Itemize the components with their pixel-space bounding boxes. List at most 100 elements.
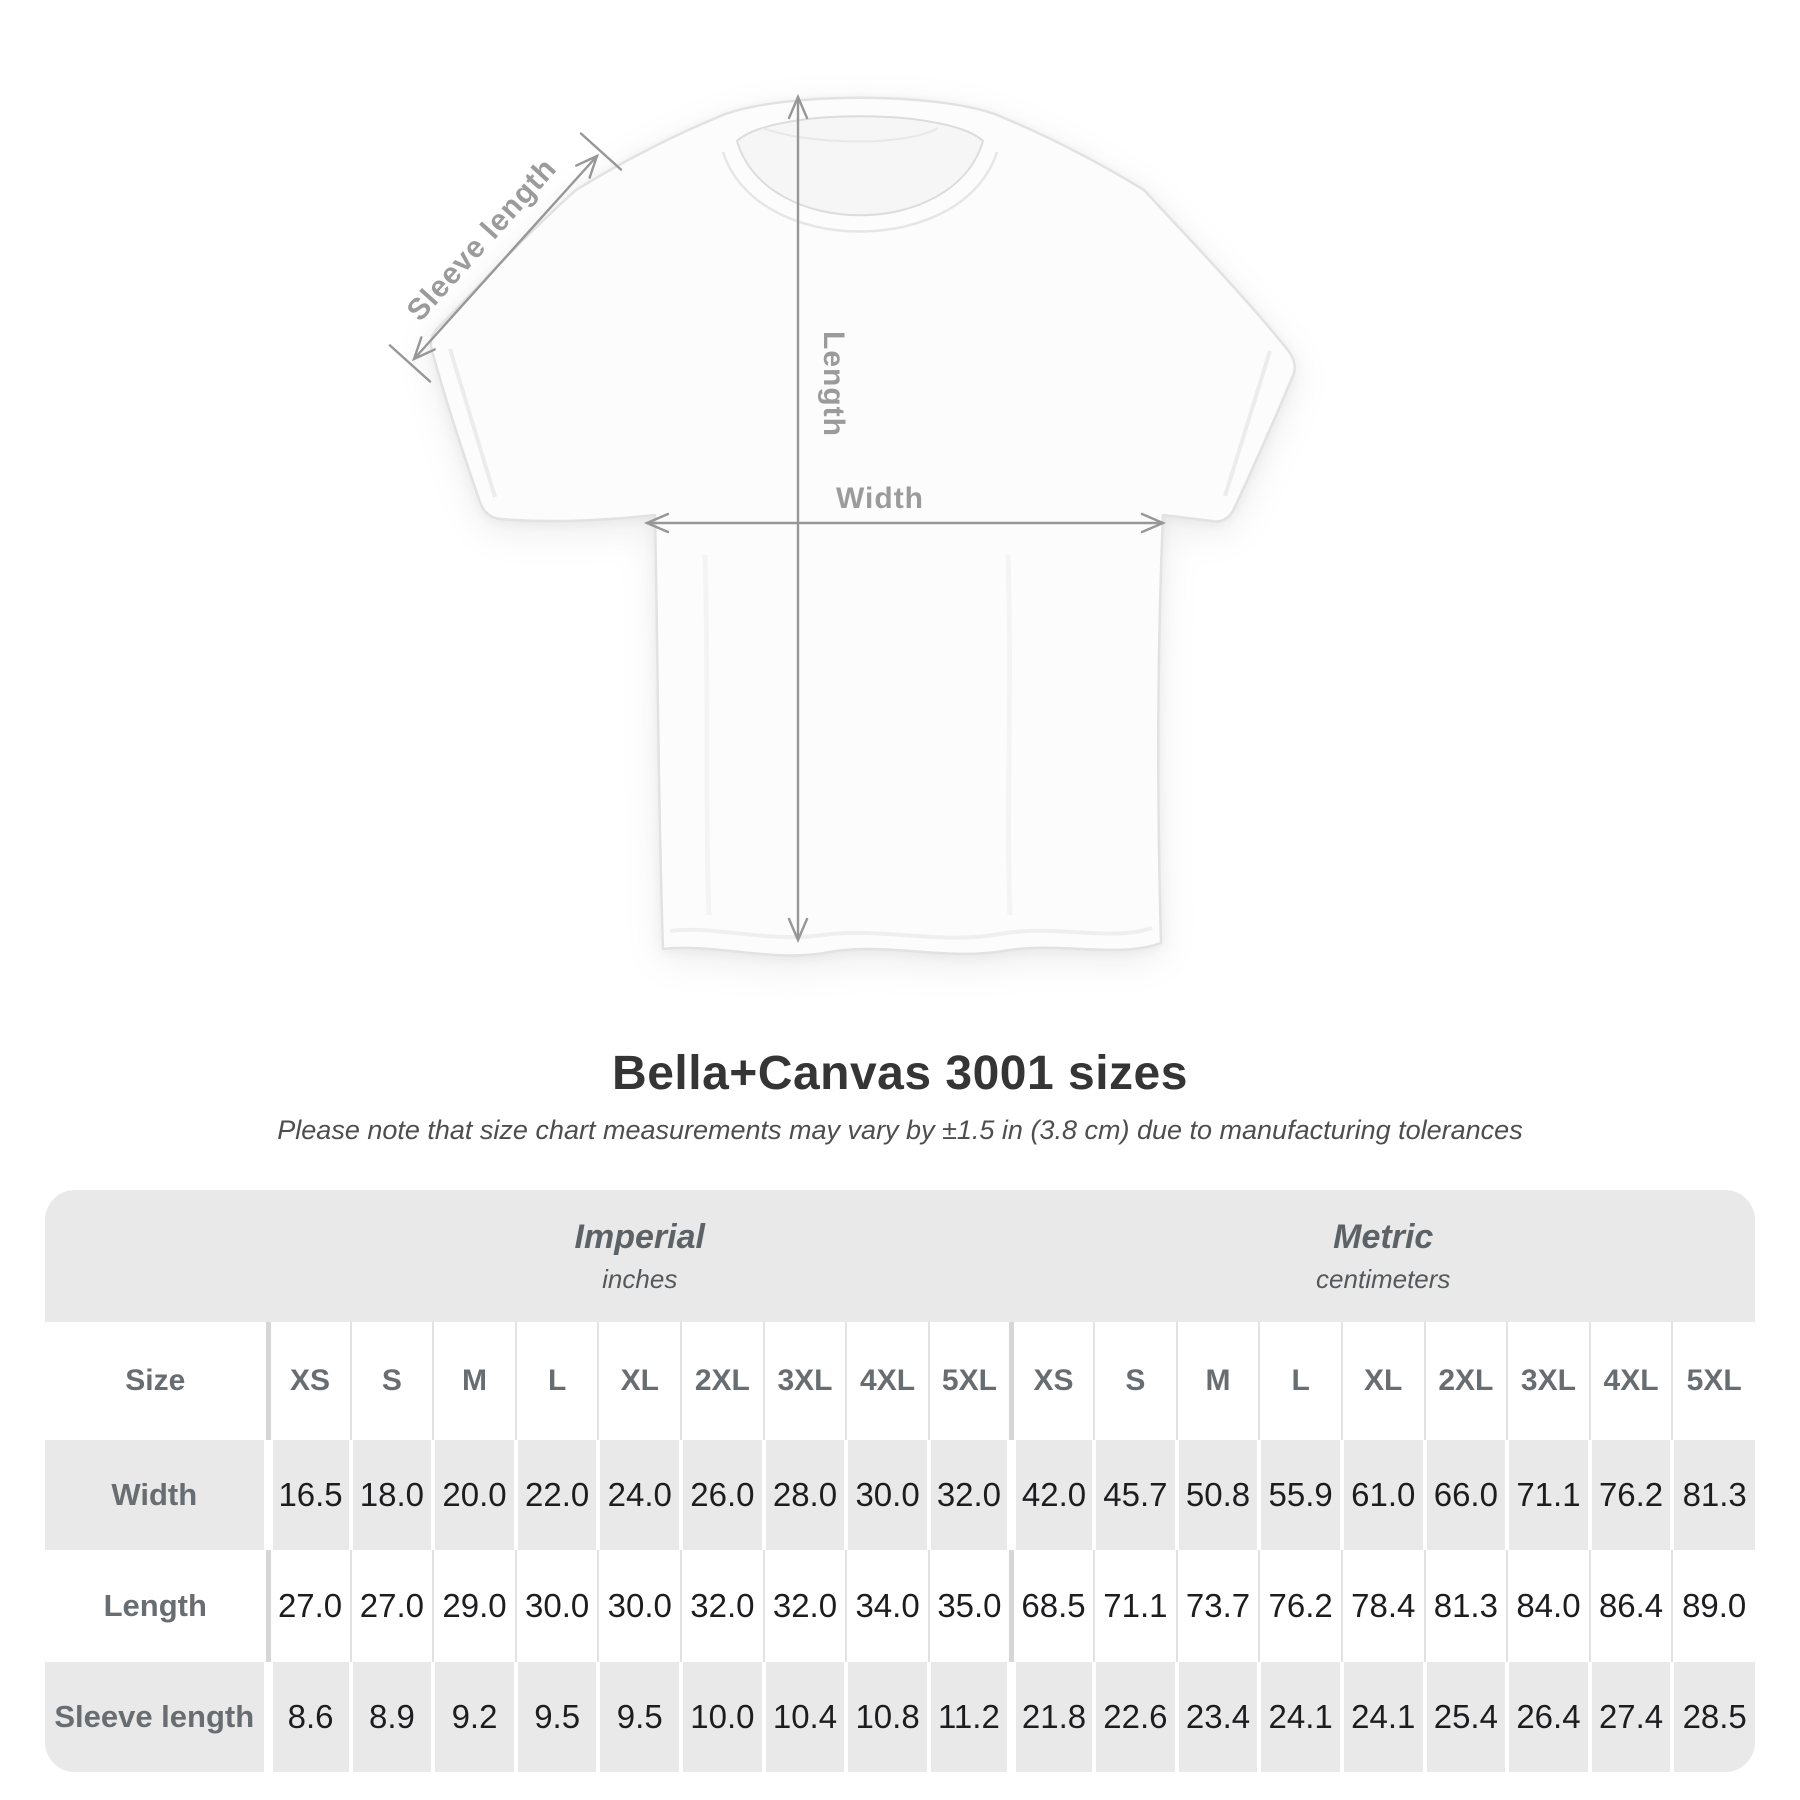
value-cell: 26.4 (1505, 1662, 1590, 1772)
row-label: Width (111, 1477, 198, 1512)
value-cell: 11.2 (926, 1662, 1012, 1772)
value-cell: 35.0 (927, 1550, 1012, 1662)
heading-block: Bella+Canvas 3001 sizes Please note that… (0, 1046, 1800, 1146)
row-label: Length (103, 1588, 207, 1623)
size-header-cell: M (1175, 1322, 1260, 1440)
size-header-label: Size (125, 1364, 186, 1397)
page-title: Bella+Canvas 3001 sizes (612, 1047, 1188, 1100)
value-cell: 42.0 (1007, 1440, 1095, 1550)
value-cell: 30.0 (844, 1440, 929, 1550)
value-cell: 76.2 (1258, 1550, 1342, 1662)
value-cell: 10.4 (761, 1662, 847, 1772)
size-header-cell: 2XL (1423, 1322, 1508, 1440)
value-cell: 32.0 (680, 1550, 764, 1662)
value-cell: 16.5 (263, 1440, 351, 1550)
value-cell: 71.1 (1093, 1550, 1177, 1662)
dimension-tick (579, 132, 623, 171)
value-cell: 32.0 (762, 1550, 847, 1662)
value-cell: 27.4 (1587, 1662, 1673, 1772)
width-arrow (643, 512, 1167, 534)
sleeve-length-row: Sleeve length 8.6 8.9 9.2 9.5 9.5 10.0 1… (45, 1662, 1755, 1772)
value-cell: 30.0 (597, 1550, 682, 1662)
tshirt-left-cuff-seam (448, 348, 497, 498)
arrowhead-downleft-icon (411, 336, 436, 362)
size-header-cell: 4XL (1588, 1322, 1673, 1440)
size-header-cell: 3XL (1506, 1322, 1590, 1440)
row-label: Sleeve length (54, 1699, 255, 1734)
size-header-cell: XS (265, 1322, 351, 1440)
size-header-cell: S (1093, 1322, 1177, 1440)
value-cell: 26.0 (679, 1440, 764, 1550)
value-cell: 18.0 (348, 1440, 434, 1550)
measurement-arrows (388, 93, 1167, 944)
unit-corner-cell (45, 1190, 268, 1322)
value-cell: 20.0 (431, 1440, 516, 1550)
value-cell: 71.1 (1505, 1440, 1590, 1550)
tshirt-measurement-diagram: Sleeve length Length Width (388, 93, 1296, 957)
size-header-cell: XS (1008, 1322, 1095, 1440)
value-cell: 50.8 (1174, 1440, 1260, 1550)
value-cell: 23.4 (1174, 1662, 1260, 1772)
value-cell: 27.0 (265, 1550, 351, 1662)
length-arrow (787, 93, 809, 944)
tshirt-backneck-line (761, 127, 939, 143)
value-cell: 45.7 (1092, 1440, 1177, 1550)
value-cell: 73.7 (1175, 1550, 1260, 1662)
size-header-cell: M (432, 1322, 516, 1440)
dimension-tick (388, 344, 432, 383)
value-cell: 9.2 (431, 1662, 516, 1772)
value-cell: 86.4 (1588, 1550, 1673, 1662)
arrowhead-up-icon (787, 93, 809, 120)
tshirt-illustration (429, 96, 1296, 957)
value-cell: 78.4 (1340, 1550, 1425, 1662)
arrowhead-down-icon (787, 917, 809, 944)
arrowhead-upright-icon (575, 153, 600, 179)
tshirt-fold-left (702, 554, 712, 916)
value-cell: 21.8 (1007, 1662, 1095, 1772)
value-cell: 34.0 (845, 1550, 929, 1662)
value-cell: 30.0 (514, 1550, 599, 1662)
size-header-cell: XL (1340, 1322, 1425, 1440)
value-cell: 76.2 (1587, 1440, 1673, 1550)
width-row: Width 16.5 18.0 20.0 22.0 24.0 26.0 28.0… (45, 1440, 1755, 1550)
tolerance-note: Please note that size chart measurements… (277, 1115, 1523, 1145)
value-cell: 25.4 (1422, 1662, 1508, 1772)
value-cell: 61.0 (1339, 1440, 1425, 1550)
arrowhead-right-icon (1140, 512, 1167, 534)
size-table-card: Imperial inches Metric centimeters Size … (45, 1190, 1755, 1772)
value-cell: 27.0 (349, 1550, 434, 1662)
imperial-header-cell: Imperial inches (268, 1190, 1011, 1322)
value-cell: 32.0 (926, 1440, 1012, 1550)
size-header-cell: XL (597, 1322, 682, 1440)
size-header-cell: 3XL (762, 1322, 847, 1440)
size-header-cell: 2XL (680, 1322, 764, 1440)
value-cell: 24.1 (1339, 1662, 1425, 1772)
unit-header-row: Imperial inches Metric centimeters (45, 1190, 1755, 1322)
value-cell: 55.9 (1257, 1440, 1342, 1550)
length-label: Length (817, 331, 850, 437)
size-header-row: Size XS S M L XL 2XL 3XL 4XL 5XL XS S M … (45, 1322, 1755, 1440)
value-cell: 24.0 (596, 1440, 682, 1550)
value-cell: 22.0 (513, 1440, 599, 1550)
tshirt-fold-right (1005, 554, 1013, 916)
value-cell: 8.6 (263, 1662, 351, 1772)
value-cell: 24.1 (1257, 1662, 1342, 1772)
value-cell: 84.0 (1506, 1550, 1590, 1662)
tshirt-hem-stitch (669, 926, 1153, 940)
value-cell: 8.9 (348, 1662, 434, 1772)
metric-label: Metric (1333, 1217, 1434, 1256)
metric-header-cell: Metric centimeters (1011, 1190, 1755, 1322)
length-row: Length 27.0 27.0 29.0 30.0 30.0 32.0 32.… (45, 1550, 1755, 1662)
value-cell: 81.3 (1423, 1550, 1508, 1662)
size-header-cell: L (1258, 1322, 1342, 1440)
tshirt-right-cuff-seam (1223, 350, 1272, 497)
value-cell: 81.3 (1670, 1440, 1755, 1550)
metric-unit-label: centimeters (1316, 1263, 1451, 1294)
size-header-cell: 5XL (927, 1322, 1012, 1440)
value-cell: 68.5 (1008, 1550, 1095, 1662)
value-cell: 28.0 (761, 1440, 847, 1550)
value-cell: 10.8 (844, 1662, 929, 1772)
size-table: Imperial inches Metric centimeters Size … (45, 1190, 1755, 1772)
value-cell: 66.0 (1422, 1440, 1508, 1550)
